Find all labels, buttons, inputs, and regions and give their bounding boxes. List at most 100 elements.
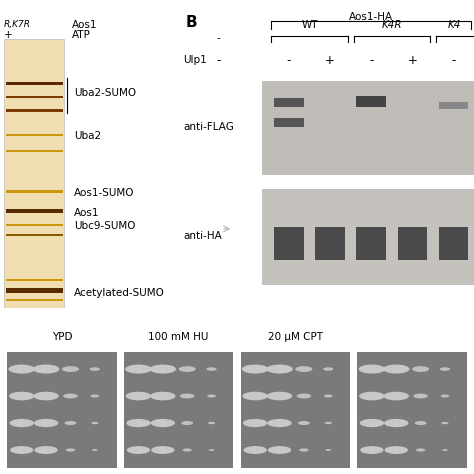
Circle shape: [180, 393, 194, 399]
Circle shape: [63, 393, 78, 399]
Text: -: -: [217, 33, 220, 43]
Circle shape: [297, 393, 311, 399]
Text: WT: WT: [301, 20, 318, 30]
Circle shape: [66, 448, 75, 452]
Text: Acetylated-SUMO: Acetylated-SUMO: [74, 288, 165, 298]
Bar: [6, 150, 63, 152]
Circle shape: [440, 367, 450, 371]
Text: +: +: [407, 54, 417, 67]
Circle shape: [359, 392, 384, 401]
Text: +: +: [4, 30, 12, 40]
Circle shape: [208, 422, 215, 424]
Circle shape: [412, 366, 429, 372]
Bar: [6, 82, 63, 85]
Circle shape: [242, 392, 268, 401]
Circle shape: [9, 365, 35, 374]
Bar: [6, 96, 63, 99]
Text: -: -: [369, 54, 374, 67]
Text: -: -: [451, 54, 456, 67]
Text: Ulp1: Ulp1: [183, 55, 207, 65]
Bar: [357, 352, 467, 467]
Circle shape: [34, 419, 58, 427]
Bar: [6, 289, 63, 293]
Text: K4: K4: [447, 20, 461, 30]
Bar: [263, 81, 474, 174]
Circle shape: [242, 365, 268, 374]
Circle shape: [149, 365, 176, 374]
Bar: [4, 39, 64, 308]
Circle shape: [326, 449, 331, 451]
Text: Aos1-SUMO: Aos1-SUMO: [74, 188, 135, 198]
Text: 100 mM HU: 100 mM HU: [148, 332, 209, 342]
Circle shape: [91, 394, 99, 398]
Circle shape: [359, 365, 385, 374]
Text: Aos1-HA: Aos1-HA: [349, 12, 393, 22]
Bar: [356, 96, 386, 107]
Circle shape: [150, 392, 175, 401]
Circle shape: [125, 365, 152, 374]
Bar: [398, 227, 427, 260]
Text: -: -: [216, 54, 220, 67]
Circle shape: [10, 446, 33, 454]
Circle shape: [441, 422, 448, 424]
Circle shape: [267, 392, 292, 401]
Circle shape: [268, 446, 291, 454]
Text: +: +: [325, 54, 335, 67]
Circle shape: [151, 419, 175, 427]
Circle shape: [35, 446, 58, 454]
Bar: [274, 118, 303, 128]
Circle shape: [413, 393, 428, 399]
Bar: [6, 224, 63, 226]
Text: Aos1: Aos1: [72, 20, 98, 30]
Text: B: B: [186, 16, 198, 30]
Text: 20 μM CPT: 20 μM CPT: [268, 332, 323, 342]
Circle shape: [298, 421, 310, 425]
Text: Uba2: Uba2: [74, 131, 101, 141]
Circle shape: [9, 419, 34, 427]
Circle shape: [126, 392, 151, 401]
Bar: [7, 352, 117, 467]
Circle shape: [206, 367, 217, 371]
Circle shape: [33, 392, 59, 401]
Circle shape: [244, 446, 267, 454]
Circle shape: [62, 366, 79, 372]
Bar: [356, 227, 386, 260]
Bar: [439, 101, 468, 109]
Circle shape: [243, 419, 267, 427]
Circle shape: [384, 446, 408, 454]
Circle shape: [323, 367, 333, 371]
Bar: [315, 227, 345, 260]
Text: Uba2-SUMO: Uba2-SUMO: [74, 88, 136, 98]
Text: Aos1: Aos1: [74, 208, 100, 218]
Text: -: -: [287, 54, 291, 67]
Circle shape: [324, 394, 333, 398]
Bar: [124, 352, 234, 467]
Text: ATP: ATP: [72, 30, 91, 40]
Text: anti-FLAG: anti-FLAG: [183, 122, 234, 132]
Circle shape: [9, 392, 35, 401]
Bar: [6, 191, 63, 192]
Circle shape: [360, 446, 383, 454]
Circle shape: [151, 446, 174, 454]
Text: K4R: K4R: [382, 20, 402, 30]
Circle shape: [415, 421, 427, 425]
Circle shape: [383, 365, 410, 374]
Text: Ubc9-SUMO: Ubc9-SUMO: [74, 221, 136, 231]
Bar: [6, 234, 63, 236]
Circle shape: [33, 365, 59, 374]
Circle shape: [267, 419, 292, 427]
Circle shape: [295, 366, 312, 372]
Circle shape: [266, 365, 293, 374]
Circle shape: [179, 366, 196, 372]
Bar: [6, 209, 63, 213]
Circle shape: [182, 448, 192, 452]
Circle shape: [360, 419, 384, 427]
Circle shape: [127, 446, 150, 454]
Circle shape: [325, 422, 332, 424]
Circle shape: [441, 394, 449, 398]
Text: R,K7R: R,K7R: [4, 20, 31, 29]
Bar: [439, 227, 468, 260]
Bar: [6, 300, 63, 301]
Bar: [274, 227, 303, 260]
Circle shape: [91, 422, 99, 424]
